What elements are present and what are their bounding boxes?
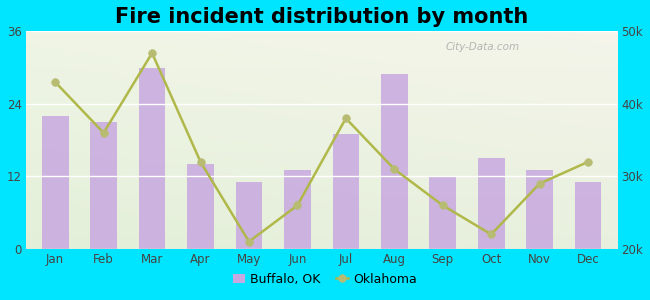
Bar	[90, 122, 117, 249]
Bar	[526, 170, 553, 249]
Bar	[333, 134, 359, 249]
Legend: Buffalo, OK, Oklahoma: Buffalo, OK, Oklahoma	[228, 268, 422, 291]
Text: City-Data.com: City-Data.com	[446, 42, 520, 52]
Bar	[575, 182, 601, 249]
Bar	[187, 164, 214, 249]
Bar	[381, 74, 408, 249]
Bar	[42, 116, 68, 249]
Bar	[430, 176, 456, 249]
Title: Fire incident distribution by month: Fire incident distribution by month	[115, 7, 528, 27]
Bar	[478, 158, 504, 249]
Bar	[236, 182, 263, 249]
Bar	[138, 68, 165, 249]
Bar	[284, 170, 311, 249]
